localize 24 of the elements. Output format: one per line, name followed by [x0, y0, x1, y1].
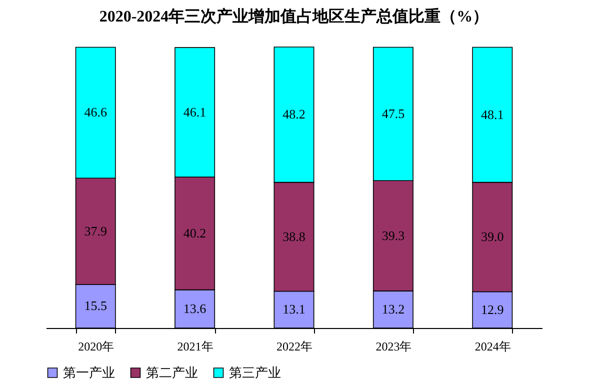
- legend-label: 第三产业: [229, 364, 281, 380]
- x-tick-label: 2024年: [474, 340, 511, 354]
- x-tick-label: 2022年: [276, 340, 312, 354]
- data-label: 12.9: [481, 302, 504, 317]
- chart-title: 2020-2024年三次产业增加值占地区生产总值比重（%）: [99, 8, 489, 26]
- data-label: 40.2: [183, 225, 206, 240]
- data-label: 37.9: [84, 223, 107, 238]
- x-tick-label: 2020年: [78, 340, 114, 354]
- data-label: 38.8: [282, 228, 306, 244]
- data-label: 39.3: [382, 228, 405, 243]
- legend-label: 第一产业: [63, 364, 115, 380]
- data-label: 47.5: [382, 106, 405, 121]
- data-label: 48.2: [282, 106, 306, 122]
- data-label: 46.1: [183, 104, 206, 120]
- data-label: 15.5: [84, 298, 107, 314]
- data-label: 48.1: [481, 106, 504, 122]
- x-tick-label: 2021年: [177, 340, 214, 354]
- data-label: 13.6: [183, 300, 207, 316]
- legend-label: 第二产业: [146, 364, 198, 380]
- data-label: 13.2: [382, 301, 405, 316]
- data-label: 46.6: [84, 104, 108, 120]
- x-tick-label: 2023年: [376, 340, 412, 354]
- data-label: 13.1: [282, 302, 306, 317]
- data-label: 39.0: [481, 229, 504, 244]
